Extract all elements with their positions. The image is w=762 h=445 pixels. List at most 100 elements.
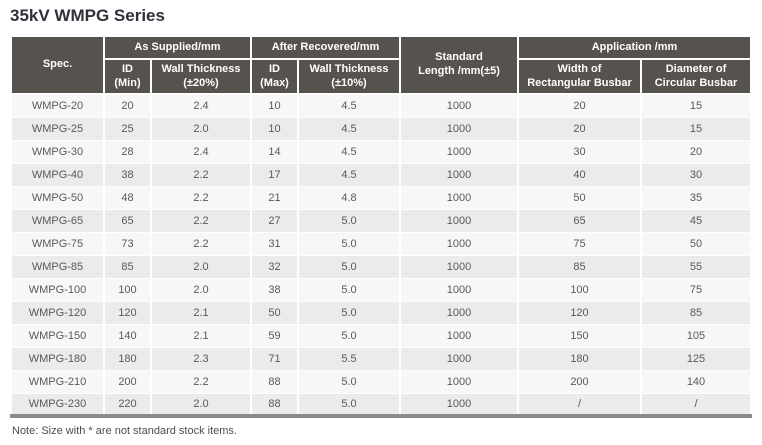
column-header-standard-length: Standard Length /mm(±5) — [399, 35, 519, 95]
table-cell: WMPG-150 — [10, 323, 105, 348]
table-cell: 2.2 — [150, 231, 252, 256]
table-cell: 38 — [250, 277, 299, 302]
table-cell: 25 — [103, 116, 152, 141]
table-cell: 125 — [640, 346, 752, 371]
table-cell: 35 — [640, 185, 752, 210]
table-row: WMPG-75 73 2.2 31 5.0 1000 75 50 — [10, 231, 752, 256]
table-cell: 1000 — [399, 139, 519, 164]
column-header-spec: Spec. — [10, 35, 105, 95]
table-cell: 1000 — [399, 392, 519, 417]
table-cell: 20 — [640, 139, 752, 164]
table-row: WMPG-150 140 2.1 59 5.0 1000 150 105 — [10, 323, 752, 348]
table-cell: 200 — [517, 369, 642, 394]
table-cell: 1000 — [399, 369, 519, 394]
table-cell: 180 — [103, 346, 152, 371]
table-cell: 10 — [250, 116, 299, 141]
page-title: 35kV WMPG Series — [10, 6, 165, 25]
table-cell: 30 — [640, 162, 752, 187]
spec-table: Spec. As Supplied/mm After Recovered/mm … — [10, 35, 752, 418]
table-cell: 45 — [640, 208, 752, 233]
table-cell: / — [640, 392, 752, 417]
table-cell: WMPG-180 — [10, 346, 105, 371]
table-cell: WMPG-40 — [10, 162, 105, 187]
table-cell: WMPG-30 — [10, 139, 105, 164]
table-cell: 2.4 — [150, 93, 252, 118]
header-group-row: Spec. As Supplied/mm After Recovered/mm … — [10, 35, 752, 95]
table-cell: 1000 — [399, 231, 519, 256]
table-cell: 17 — [250, 162, 299, 187]
table-cell: 20 — [517, 93, 642, 118]
table-row: WMPG-25 25 2.0 10 4.5 1000 20 15 — [10, 116, 752, 141]
table-cell: 140 — [103, 323, 152, 348]
table-cell: 5.0 — [297, 369, 401, 394]
table-cell: WMPG-65 — [10, 208, 105, 233]
table-cell: WMPG-50 — [10, 185, 105, 210]
table-cell: 1000 — [399, 185, 519, 210]
table-cell: 50 — [640, 231, 752, 256]
table-cell: 2.0 — [150, 392, 252, 417]
table-cell: 20 — [517, 116, 642, 141]
table-row: WMPG-85 85 2.0 32 5.0 1000 85 55 — [10, 254, 752, 279]
table-row: WMPG-30 28 2.4 14 4.5 1000 30 20 — [10, 139, 752, 164]
table-cell: 5.0 — [297, 323, 401, 348]
table-cell: 1000 — [399, 254, 519, 279]
table-cell: 2.2 — [150, 162, 252, 187]
table-cell: 30 — [517, 139, 642, 164]
table-cell: 1000 — [399, 208, 519, 233]
table-cell: 2.2 — [150, 369, 252, 394]
table-cell: 15 — [640, 116, 752, 141]
table-cell: 88 — [250, 369, 299, 394]
table-cell: WMPG-75 — [10, 231, 105, 256]
table-cell: 5.0 — [297, 392, 401, 417]
table-cell: 5.0 — [297, 254, 401, 279]
table-cell: 5.0 — [297, 300, 401, 325]
table-cell: 15 — [640, 93, 752, 118]
table-cell: 4.8 — [297, 185, 401, 210]
column-header-width-rectangular-busbar: Width of Rectangular Busbar — [517, 58, 642, 95]
table-cell: 105 — [640, 323, 752, 348]
table-cell: 4.5 — [297, 116, 401, 141]
table-cell: 2.3 — [150, 346, 252, 371]
table-cell: 2.1 — [150, 300, 252, 325]
table-cell: 1000 — [399, 116, 519, 141]
table-cell: 55 — [640, 254, 752, 279]
table-cell: 71 — [250, 346, 299, 371]
table-cell: 2.0 — [150, 277, 252, 302]
table-cell: WMPG-85 — [10, 254, 105, 279]
table-cell: WMPG-120 — [10, 300, 105, 325]
table-cell: 5.5 — [297, 346, 401, 371]
table-cell: 1000 — [399, 277, 519, 302]
table-cell: 65 — [517, 208, 642, 233]
table-row: WMPG-40 38 2.2 17 4.5 1000 40 30 — [10, 162, 752, 187]
table-header: Spec. As Supplied/mm After Recovered/mm … — [10, 35, 752, 95]
table-cell: 120 — [103, 300, 152, 325]
table-cell: WMPG-100 — [10, 277, 105, 302]
table-cell: 2.0 — [150, 254, 252, 279]
column-header-wall-thickness-10: Wall Thickness (±10%) — [297, 58, 401, 95]
table-cell: 100 — [517, 277, 642, 302]
table-cell: / — [517, 392, 642, 417]
table-cell: 5.0 — [297, 208, 401, 233]
table-row: WMPG-230 220 2.0 88 5.0 1000// — [10, 392, 752, 417]
table-cell: 85 — [103, 254, 152, 279]
table-cell: 120 — [517, 300, 642, 325]
table-cell: 20 — [103, 93, 152, 118]
table-cell: 2.4 — [150, 139, 252, 164]
table-cell: 27 — [250, 208, 299, 233]
table-row: WMPG-20 20 2.4 10 4.5 1000 20 15 — [10, 93, 752, 118]
table-cell: 50 — [517, 185, 642, 210]
table-cell: 28 — [103, 139, 152, 164]
table-row: WMPG-210 200 2.2 88 5.0 1000 200 140 — [10, 369, 752, 394]
table-cell: 48 — [103, 185, 152, 210]
table-cell: 100 — [103, 277, 152, 302]
table-cell: 1000 — [399, 323, 519, 348]
column-header-wall-thickness-20: Wall Thickness (±20%) — [150, 58, 252, 95]
table-cell: 2.2 — [150, 208, 252, 233]
table-cell: 220 — [103, 392, 152, 417]
table-cell: 5.0 — [297, 231, 401, 256]
table-cell: 1000 — [399, 162, 519, 187]
table-row: WMPG-65 65 2.2 27 5.0 1000 65 45 — [10, 208, 752, 233]
footnote: Note: Size with * are not standard stock… — [12, 425, 237, 437]
table-cell: 2.2 — [150, 185, 252, 210]
table-cell: 10 — [250, 93, 299, 118]
